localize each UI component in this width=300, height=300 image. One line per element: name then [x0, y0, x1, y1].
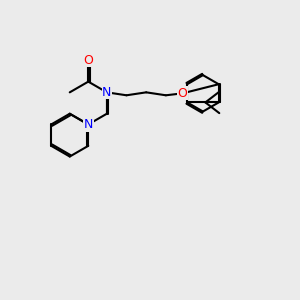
Text: N: N	[102, 86, 112, 99]
Text: O: O	[83, 54, 93, 67]
Text: N: N	[84, 118, 93, 131]
Text: O: O	[178, 87, 188, 100]
